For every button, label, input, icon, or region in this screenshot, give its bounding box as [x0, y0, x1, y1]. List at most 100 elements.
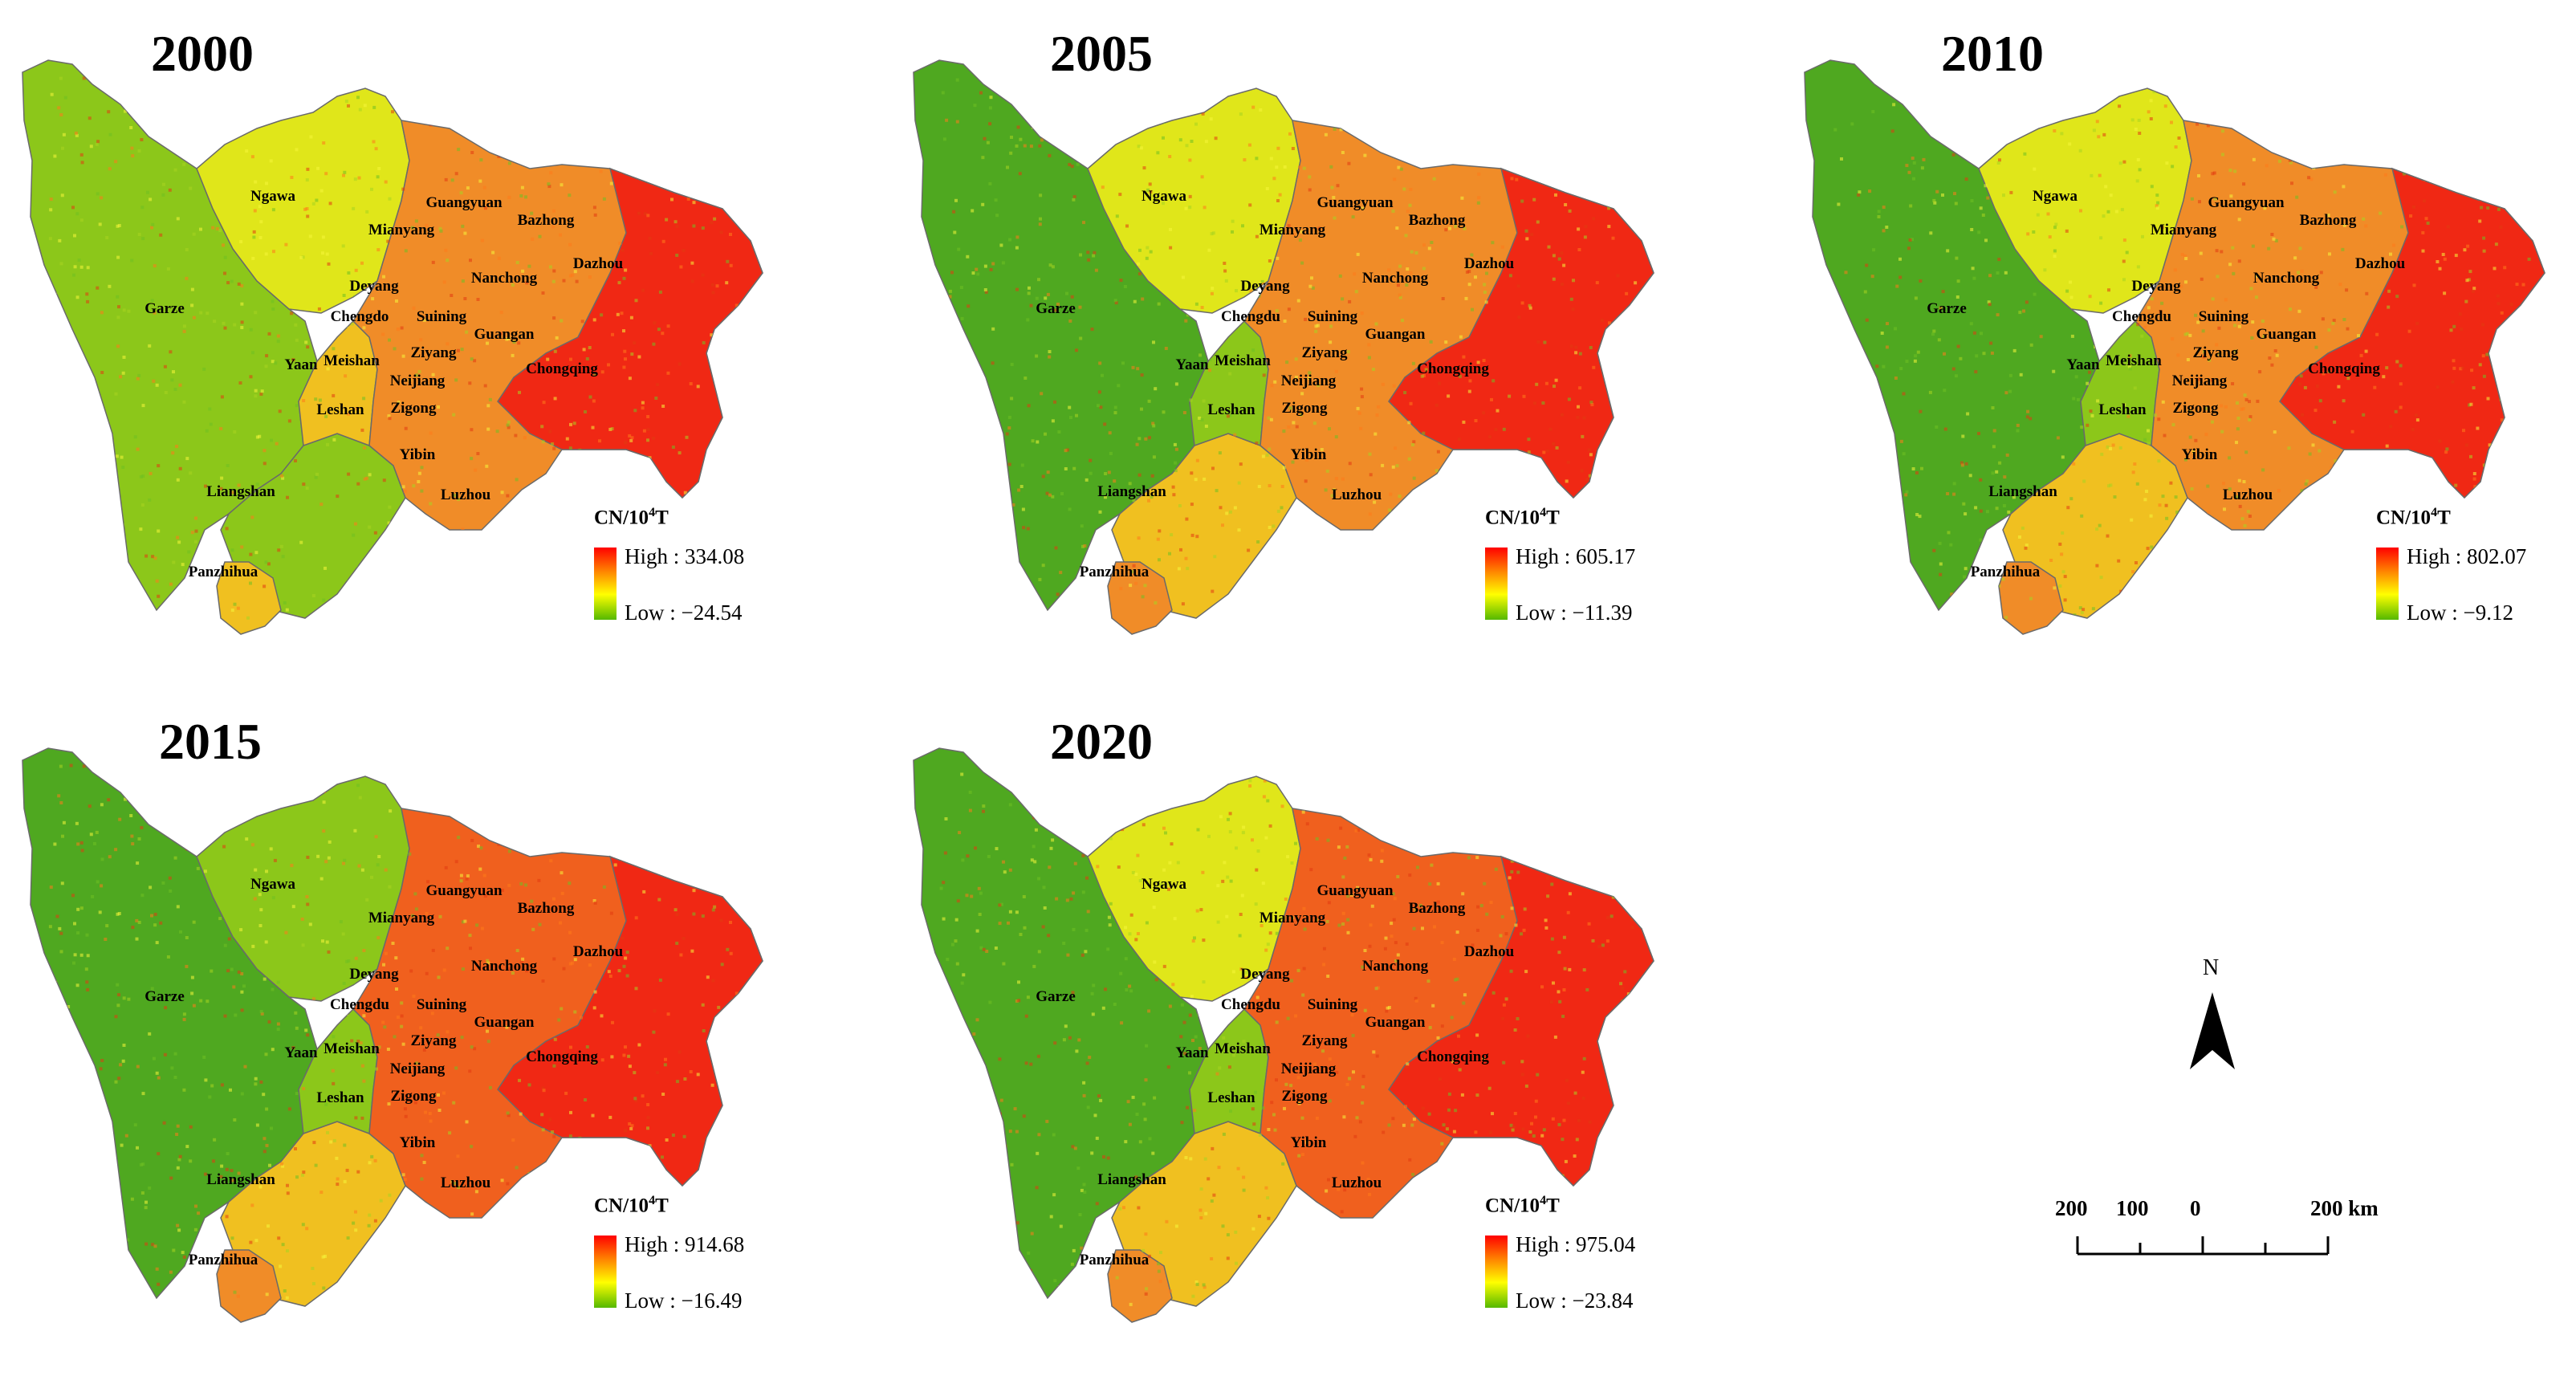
region-panzhihua	[216, 1249, 282, 1323]
city-label-zigong: Zigong	[2172, 400, 2219, 417]
city-label-neijiang: Neijiang	[2172, 372, 2228, 389]
legend-title-superscript: 4	[1540, 1194, 1547, 1207]
year-label: 2000	[151, 25, 254, 82]
city-label-yibin: Yibin	[1291, 1134, 1327, 1151]
city-label-chengdu: Chengdu	[330, 996, 389, 1013]
choropleth-map: Ngawa Garze Guangyuan Bazhong Mianyang Dazhou…	[1804, 59, 2545, 635]
city-label-ziyang: Ziyang	[410, 344, 457, 361]
scale-label-200-left: 200	[2055, 1196, 2088, 1220]
legend-color-ramp	[594, 1236, 617, 1308]
city-label-guangyuan: Guangyuan	[1316, 194, 1393, 211]
legend-high-label: High : 914.68	[625, 1232, 745, 1256]
legend-title: CN/104T	[1485, 1194, 1560, 1217]
city-label-suining: Suining	[417, 996, 467, 1013]
city-label-meishan: Meishan	[324, 1040, 380, 1057]
city-label-chengdu: Chengdu	[1221, 308, 1280, 325]
legend-high-label: High : 802.07	[2407, 544, 2527, 568]
north-arrow: N	[2180, 955, 2244, 1076]
city-label-deyang: Deyang	[349, 278, 399, 295]
city-label-bazhong: Bazhong	[2300, 212, 2357, 229]
city-label-mianyang: Mianyang	[368, 222, 435, 238]
city-label-suining: Suining	[1308, 308, 1358, 325]
legend-color-ramp	[1485, 1236, 1508, 1308]
legend-title-suffix: T	[2437, 507, 2451, 529]
legend-title-superscript: 4	[649, 506, 656, 519]
city-label-meishan: Meishan	[324, 352, 380, 369]
city-label-yaan: Yaan	[2066, 356, 2100, 373]
city-label-zigong: Zigong	[390, 1088, 437, 1105]
city-label-yibin: Yibin	[400, 446, 436, 463]
legend-title-suffix: T	[655, 1195, 669, 1217]
city-label-deyang: Deyang	[349, 966, 399, 983]
choropleth-map: Ngawa Garze Guangyuan Bazhong Mianyang Dazhou…	[913, 59, 1654, 635]
city-label-nanchong: Nanchong	[1362, 270, 1429, 287]
city-label-chongqing: Chongqing	[1417, 360, 1489, 377]
city-label-panzhihua: Panzhihua	[189, 1252, 258, 1268]
legend: CN/104T High : 914.68 Low : −16.49	[594, 1194, 787, 1330]
map-panel-2010: Ngawa Garze Guangyuan Bazhong Mianyang Dazhou…	[1782, 0, 2576, 688]
city-label-yibin: Yibin	[400, 1134, 436, 1151]
city-label-meishan: Meishan	[1215, 352, 1271, 369]
city-label-luzhou: Luzhou	[1332, 486, 1382, 503]
city-label-ngawa: Ngawa	[2033, 188, 2077, 205]
city-label-panzhihua: Panzhihua	[1971, 564, 2041, 580]
legend-title-text: CN/10	[594, 507, 649, 529]
city-label-dazhou: Dazhou	[573, 255, 624, 272]
legend-title: CN/104T	[1485, 506, 1560, 529]
region-chongqing	[2279, 167, 2545, 499]
city-label-yaan: Yaan	[284, 356, 318, 373]
scale-bar-line	[2076, 1236, 2330, 1256]
city-label-chengdu: Chengdu	[2112, 308, 2171, 325]
legend-title-suffix: T	[1546, 507, 1560, 529]
city-label-guangan: Guangan	[474, 326, 535, 343]
city-label-suining: Suining	[2199, 308, 2249, 325]
legend-title: CN/104T	[2376, 506, 2451, 529]
city-label-luzhou: Luzhou	[1332, 1174, 1382, 1191]
city-label-yaan: Yaan	[284, 1044, 318, 1061]
legend: CN/104T High : 605.17 Low : −11.39	[1485, 506, 1678, 642]
city-label-guangan: Guangan	[1365, 1014, 1426, 1031]
city-label-liangshan: Liangshan	[1988, 483, 2057, 500]
city-label-nanchong: Nanchong	[1362, 958, 1429, 975]
city-label-panzhihua: Panzhihua	[1080, 564, 1150, 580]
city-label-mianyang: Mianyang	[368, 910, 435, 926]
city-label-guangyuan: Guangyuan	[425, 882, 502, 899]
city-label-yaan: Yaan	[1175, 1044, 1209, 1061]
map-panel-2020: Ngawa Garze Guangyuan Bazhong Mianyang Dazhou…	[891, 688, 1750, 1376]
year-label: 2020	[1050, 713, 1153, 770]
city-label-ziyang: Ziyang	[2192, 344, 2239, 361]
city-label-guangan: Guangan	[474, 1014, 535, 1031]
city-label-yibin: Yibin	[1291, 446, 1327, 463]
city-label-leshan: Leshan	[316, 1089, 364, 1106]
city-label-dazhou: Dazhou	[2355, 255, 2406, 272]
legend-title-suffix: T	[655, 507, 669, 529]
city-label-garze: Garze	[144, 300, 185, 317]
region-panzhihua	[216, 561, 282, 635]
legend-low-label: Low : −23.84	[1516, 1288, 1634, 1313]
legend-high-label: High : 975.04	[1516, 1232, 1636, 1256]
city-label-mianyang: Mianyang	[1260, 910, 1326, 926]
city-label-leshan: Leshan	[1207, 401, 1255, 418]
city-label-neijiang: Neijiang	[1281, 372, 1337, 389]
city-label-panzhihua: Panzhihua	[1080, 1252, 1150, 1268]
scale-bar: 200 100 0 200 km	[2055, 1196, 2392, 1268]
choropleth-map: Ngawa Garze Guangyuan Bazhong Mianyang Dazhou…	[22, 747, 763, 1323]
city-label-chongqing: Chongqing	[2308, 360, 2380, 377]
map-panel-2005: Ngawa Garze Guangyuan Bazhong Mianyang Dazhou…	[891, 0, 1750, 688]
legend-title-text: CN/10	[1485, 507, 1540, 529]
legend-title-superscript: 4	[2431, 506, 2438, 519]
city-label-dazhou: Dazhou	[1464, 943, 1515, 960]
scale-label-200-right: 200 km	[2310, 1196, 2379, 1220]
city-label-deyang: Deyang	[1240, 278, 1290, 295]
city-label-ngawa: Ngawa	[250, 876, 295, 893]
city-label-deyang: Deyang	[2131, 278, 2181, 295]
city-label-liangshan: Liangshan	[206, 483, 275, 500]
city-label-guangyuan: Guangyuan	[425, 194, 502, 211]
city-label-mianyang: Mianyang	[1260, 222, 1326, 238]
city-label-deyang: Deyang	[1240, 966, 1290, 983]
city-label-nanchong: Nanchong	[471, 270, 538, 287]
legend-title-superscript: 4	[1540, 506, 1547, 519]
legend-low-label: Low : −16.49	[625, 1288, 743, 1313]
legend-low-label: Low : −9.12	[2407, 600, 2513, 625]
legend-title-text: CN/10	[594, 1195, 649, 1217]
